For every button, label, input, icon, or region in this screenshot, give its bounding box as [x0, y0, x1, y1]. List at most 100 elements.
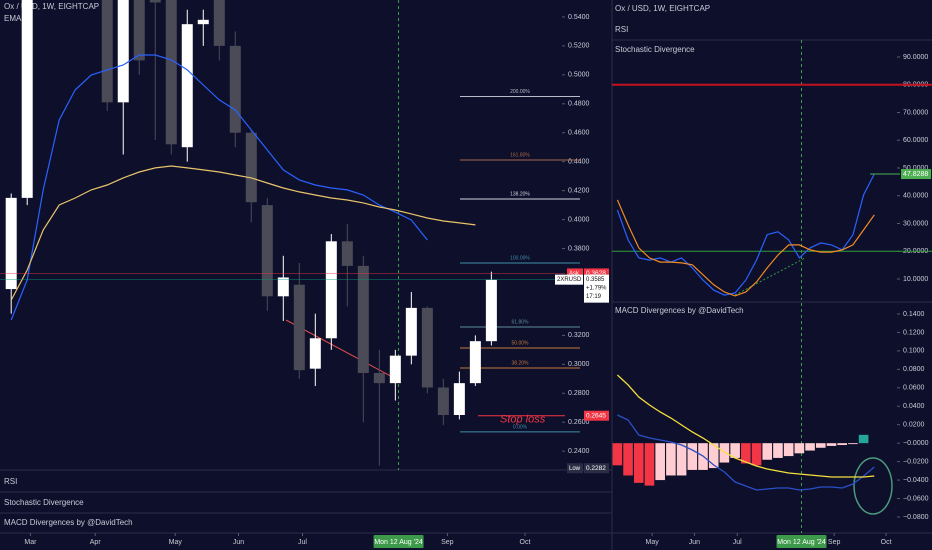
candle-body — [149, 0, 161, 3]
y-tick-label: 0.5400 — [568, 14, 590, 21]
y-tick-label: 0.4400 — [568, 159, 590, 166]
divergence-line — [734, 257, 806, 296]
candle-body — [389, 355, 401, 384]
x-tick-label: Oct — [881, 539, 892, 546]
date-label: Mon 12 Aug '24 — [777, 539, 826, 546]
candle-body — [261, 205, 273, 297]
histogram-bar — [666, 443, 676, 476]
y-tick-label: 0.2600 — [568, 419, 590, 426]
x-tick-label: Apr — [90, 539, 102, 546]
fib-label: 161.80% — [510, 152, 530, 158]
candle-body — [245, 132, 257, 203]
y-tick-label: 0.3200 — [568, 332, 590, 339]
highlight-circle — [853, 457, 893, 515]
candle-body — [165, 0, 177, 145]
candle-body — [117, 0, 129, 103]
x-tick-label: May — [169, 539, 183, 546]
histogram-bar — [708, 443, 719, 469]
histogram-bar — [858, 434, 869, 444]
candle-body — [469, 341, 481, 384]
x-tick-label: Jun — [233, 539, 244, 546]
candle-body — [197, 19, 209, 25]
symbol-box — [555, 274, 583, 285]
y-tick-label: 0.2800 — [568, 390, 590, 397]
y-tick-label: 30.0000 — [903, 220, 928, 227]
y-tick-label: 0.4000 — [568, 216, 590, 223]
x-tick-label: Jun — [689, 539, 700, 546]
x-tick-label: Jul — [733, 539, 742, 546]
histogram-bar — [751, 443, 762, 466]
candle-body — [213, 0, 225, 46]
histogram-bar — [794, 443, 805, 454]
tag-value: 0.2282 — [586, 465, 606, 472]
y-tick-label: −0.0600 — [903, 495, 929, 502]
fib-label: 50.00% — [512, 340, 530, 346]
candle-body — [277, 277, 289, 297]
fib-label: 0.00% — [513, 424, 528, 430]
y-tick-label: 0.3000 — [568, 361, 590, 368]
y-tick-label: 0.1000 — [903, 348, 925, 355]
candle-body — [453, 383, 465, 415]
histogram-bar — [826, 443, 837, 446]
stop-loss-value: 0.2645 — [586, 412, 606, 419]
line-series — [10, 165, 476, 301]
candle-body — [229, 45, 241, 133]
candle-body — [373, 373, 385, 384]
candle-body — [21, 0, 33, 198]
candle-body — [341, 241, 353, 266]
y-tick-label: 0.0600 — [903, 385, 925, 392]
candle-body — [405, 307, 417, 356]
line-series — [616, 374, 875, 478]
panel-label: Stochastic Divergence — [4, 498, 84, 507]
stop-loss-box — [584, 410, 609, 421]
y-tick-label: 90.0000 — [903, 54, 928, 61]
histogram-bar — [676, 443, 687, 476]
fib-label: 38.20% — [512, 360, 530, 366]
candle-body — [309, 338, 321, 369]
y-tick-label: 0.4600 — [568, 130, 590, 137]
candle-body — [437, 387, 449, 415]
histogram-bar — [612, 443, 623, 466]
panel-label: RSI — [615, 25, 628, 34]
y-tick-label: −0.0400 — [903, 477, 929, 484]
chart-title: Ox / USD, 1W, EIGHTCAP — [615, 4, 710, 13]
y-tick-label: −0.0200 — [903, 458, 929, 465]
y-tick-label: 0.4800 — [568, 101, 590, 108]
last-value-box — [901, 169, 931, 180]
tag-name-box — [567, 463, 583, 474]
candle-body — [485, 279, 497, 342]
tag-name: Low — [569, 466, 581, 472]
histogram-bar — [655, 443, 665, 481]
candle-body — [133, 0, 145, 61]
x-tick-label: Jul — [298, 539, 307, 546]
candle-body — [181, 24, 193, 148]
candle-body — [357, 265, 369, 374]
fib-label: 61.80% — [512, 319, 530, 325]
histogram-bar — [633, 443, 644, 483]
y-tick-label: 0.0400 — [903, 403, 925, 410]
histogram-bar — [762, 443, 773, 460]
histogram-bar — [623, 443, 633, 476]
histogram-bar — [848, 443, 858, 445]
y-tick-label: 50.0000 — [903, 165, 928, 172]
fib-label: 100.00% — [510, 255, 530, 261]
y-tick-label: 60.0000 — [903, 137, 928, 144]
x-tick-label: May — [646, 539, 660, 546]
histogram-bar — [741, 443, 751, 464]
x-tick-label: Oct — [520, 539, 531, 546]
line-series — [10, 54, 428, 321]
y-tick-label: −0.0800 — [903, 514, 929, 521]
x-tick-label: Mar — [24, 539, 37, 546]
fib-label: 200.00% — [510, 89, 530, 95]
histogram-bar — [687, 443, 698, 470]
x-tick-label: Sep — [441, 539, 454, 546]
symbol-time: 17:19 — [586, 294, 602, 300]
tag-name-box — [567, 268, 583, 279]
y-tick-label: 0.4200 — [568, 187, 590, 194]
date-badge — [776, 535, 827, 548]
candle-body — [5, 197, 17, 290]
candle-body — [293, 284, 305, 371]
panel-label: Stochastic Divergence — [615, 45, 695, 54]
histogram-bar — [730, 443, 740, 458]
y-tick-label: 10.0000 — [903, 276, 928, 283]
